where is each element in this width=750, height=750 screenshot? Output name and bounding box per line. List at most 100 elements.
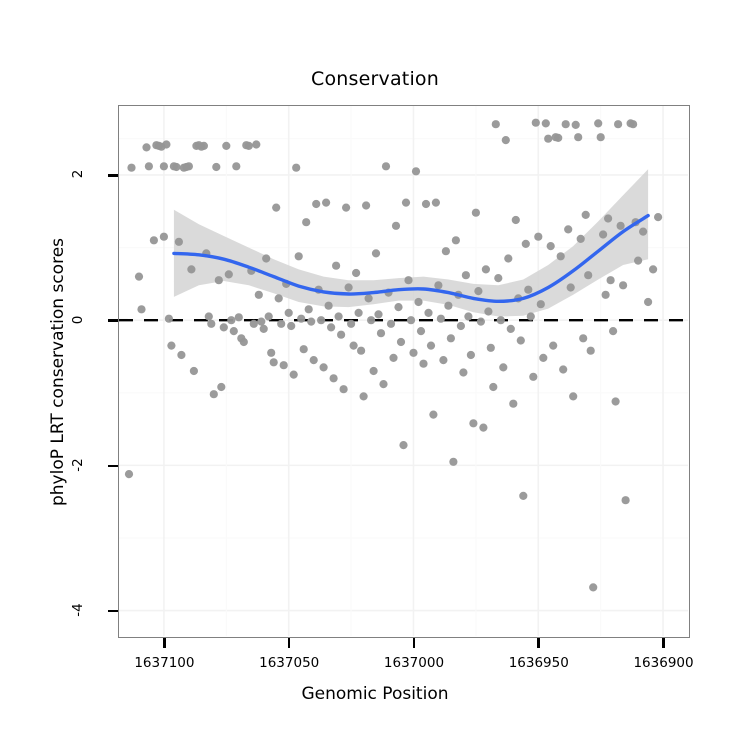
data-point [277, 319, 286, 328]
data-point [619, 281, 628, 290]
data-point [234, 313, 243, 322]
data-point [137, 305, 146, 314]
data-point [516, 336, 525, 345]
data-point [144, 162, 153, 171]
data-point [604, 214, 613, 223]
data-point [329, 374, 338, 383]
data-point [324, 301, 333, 310]
y-tick-label: 0 [70, 315, 86, 324]
x-tick-mark [163, 638, 166, 648]
data-point [189, 366, 198, 376]
data-point [359, 392, 368, 401]
data-point [411, 167, 421, 176]
data-point [272, 203, 281, 212]
data-point [292, 163, 301, 172]
data-point [344, 283, 353, 292]
x-tick-label: 1637100 [134, 655, 195, 671]
data-point [561, 120, 570, 129]
data-point [414, 297, 423, 307]
data-point [364, 294, 373, 303]
data-point [571, 120, 580, 129]
data-point [461, 271, 470, 280]
data-point [334, 312, 343, 321]
data-point [419, 359, 428, 368]
data-point [167, 341, 176, 350]
data-point [441, 247, 450, 256]
data-point [244, 141, 253, 150]
x-tick-mark [662, 638, 665, 648]
data-point [484, 307, 493, 316]
data-point [471, 208, 480, 217]
data-point [379, 380, 388, 389]
data-point [267, 348, 276, 357]
data-point [362, 201, 371, 210]
data-point [511, 215, 520, 225]
data-point [539, 353, 548, 362]
data-point [581, 210, 590, 219]
data-point [616, 221, 625, 230]
data-point [401, 198, 411, 207]
data-point [611, 397, 620, 406]
data-point [649, 265, 658, 274]
data-point [297, 314, 306, 323]
data-point [644, 297, 653, 307]
data-point [519, 491, 528, 500]
data-point [449, 457, 458, 466]
data-point [421, 199, 431, 209]
data-point [339, 385, 348, 394]
data-point [589, 583, 598, 592]
data-point [439, 356, 448, 365]
data-point [204, 312, 213, 321]
data-point [509, 399, 518, 408]
data-point [212, 162, 221, 172]
data-point [504, 254, 513, 263]
data-point [317, 316, 326, 325]
data-point [596, 133, 605, 142]
data-point [249, 319, 258, 328]
data-point [489, 382, 498, 392]
data-point [381, 162, 391, 171]
data-point [584, 271, 593, 280]
data-point [319, 363, 328, 372]
data-point [456, 321, 465, 331]
data-point [259, 324, 268, 333]
data-point [371, 249, 381, 258]
data-point [579, 334, 588, 343]
data-point [564, 225, 573, 234]
data-point [474, 287, 483, 296]
data-point [574, 133, 583, 142]
data-point [252, 140, 261, 149]
x-tick-label: 1636900 [633, 655, 694, 671]
data-point [287, 321, 296, 331]
data-point [554, 133, 563, 142]
data-point [599, 230, 608, 239]
data-point [621, 496, 630, 505]
data-point [464, 312, 473, 321]
data-point [229, 327, 238, 336]
data-point [566, 283, 575, 292]
x-tick-label: 1637000 [383, 655, 445, 671]
data-point [494, 274, 503, 283]
x-tick-label: 1637050 [259, 655, 320, 671]
y-axis-label: phyloP LRT conservation scores [48, 237, 68, 506]
x-axis-label: Genomic Position [301, 684, 449, 704]
data-point [254, 290, 263, 299]
data-point [434, 281, 443, 290]
data-point [264, 312, 273, 321]
data-point [284, 308, 293, 317]
data-point [549, 341, 558, 350]
scatter-points [124, 118, 663, 592]
data-point [544, 134, 553, 143]
data-point [389, 353, 398, 362]
x-tick-label: 1636950 [508, 655, 569, 671]
data-point [476, 317, 485, 326]
data-point [451, 236, 460, 245]
data-point [354, 308, 363, 317]
data-point [491, 120, 500, 129]
confidence-band [173, 169, 649, 317]
data-point [429, 410, 438, 419]
grid-lines [119, 106, 688, 636]
y-tick-mark [108, 319, 118, 322]
data-point [501, 136, 510, 145]
y-tick-mark [108, 609, 118, 613]
